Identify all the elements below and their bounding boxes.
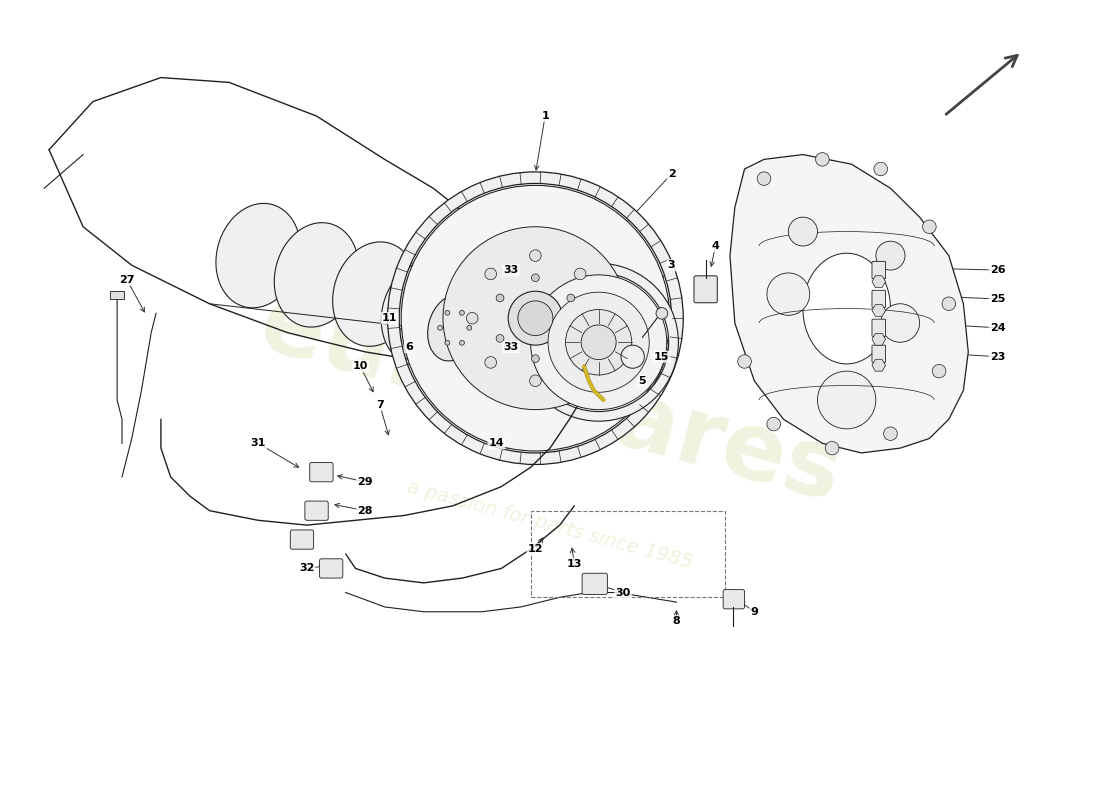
Text: 10: 10 (353, 362, 369, 371)
FancyBboxPatch shape (872, 262, 886, 278)
FancyBboxPatch shape (694, 276, 717, 302)
Circle shape (565, 310, 631, 375)
Text: 31: 31 (251, 438, 266, 448)
Text: 12: 12 (528, 544, 543, 554)
Circle shape (402, 186, 670, 451)
Polygon shape (872, 334, 886, 345)
Polygon shape (730, 154, 968, 453)
Circle shape (881, 304, 920, 342)
Circle shape (566, 334, 574, 342)
Polygon shape (872, 276, 886, 287)
Ellipse shape (428, 294, 477, 361)
FancyBboxPatch shape (872, 319, 886, 337)
Circle shape (466, 326, 472, 330)
FancyBboxPatch shape (319, 559, 343, 578)
Ellipse shape (803, 254, 891, 364)
Circle shape (485, 357, 496, 368)
Text: 33: 33 (504, 342, 519, 352)
Text: 30: 30 (615, 587, 630, 598)
Circle shape (531, 354, 539, 362)
Circle shape (876, 241, 905, 270)
Circle shape (767, 418, 781, 430)
Text: 32: 32 (299, 563, 315, 574)
Circle shape (466, 313, 478, 324)
Circle shape (438, 326, 442, 330)
Text: 8: 8 (672, 616, 680, 626)
Text: 13: 13 (566, 558, 582, 569)
Circle shape (883, 427, 898, 441)
Text: eurospares: eurospares (250, 278, 850, 522)
Circle shape (923, 220, 936, 234)
FancyBboxPatch shape (305, 501, 328, 520)
Circle shape (444, 310, 450, 315)
Circle shape (460, 310, 464, 315)
FancyBboxPatch shape (723, 590, 745, 609)
Bar (110, 291, 124, 299)
Circle shape (757, 172, 771, 186)
Text: 5: 5 (639, 376, 646, 386)
Circle shape (548, 292, 649, 392)
Text: 24: 24 (990, 323, 1005, 333)
Circle shape (531, 274, 539, 282)
Circle shape (518, 301, 553, 335)
Ellipse shape (382, 261, 465, 366)
Circle shape (815, 153, 829, 166)
Circle shape (942, 297, 956, 310)
Bar (530, 510, 725, 598)
Text: 1: 1 (541, 111, 549, 121)
Text: 14: 14 (488, 438, 504, 448)
Text: 27: 27 (119, 274, 134, 285)
Circle shape (529, 375, 541, 386)
Text: 11: 11 (382, 313, 397, 323)
Text: 2: 2 (668, 169, 675, 179)
Circle shape (508, 291, 562, 345)
FancyBboxPatch shape (290, 530, 314, 549)
Text: 23: 23 (990, 352, 1005, 362)
FancyBboxPatch shape (872, 290, 886, 307)
Text: 15: 15 (654, 352, 670, 362)
Text: 25: 25 (990, 294, 1005, 304)
Text: 29: 29 (358, 477, 373, 487)
Ellipse shape (216, 203, 300, 308)
Circle shape (566, 294, 574, 302)
Circle shape (529, 250, 541, 262)
Circle shape (789, 217, 817, 246)
Circle shape (574, 357, 586, 368)
Text: 7: 7 (376, 400, 384, 410)
Circle shape (656, 307, 668, 319)
Polygon shape (872, 359, 886, 371)
Circle shape (593, 313, 605, 324)
Circle shape (496, 294, 504, 302)
Circle shape (460, 341, 464, 346)
Text: 4: 4 (712, 241, 719, 251)
Ellipse shape (274, 222, 359, 327)
FancyBboxPatch shape (582, 574, 607, 594)
Circle shape (621, 345, 645, 368)
Circle shape (444, 341, 450, 346)
Circle shape (825, 442, 839, 455)
Text: 9: 9 (750, 606, 758, 617)
Circle shape (873, 162, 888, 176)
Circle shape (738, 354, 751, 368)
Polygon shape (872, 305, 886, 316)
FancyBboxPatch shape (872, 345, 886, 362)
Circle shape (574, 268, 586, 280)
Circle shape (443, 226, 628, 410)
Text: 6: 6 (405, 342, 412, 352)
Circle shape (933, 364, 946, 378)
Text: 26: 26 (990, 265, 1005, 275)
Text: 33: 33 (504, 265, 519, 275)
Text: a passion for parts since 1985: a passion for parts since 1985 (405, 478, 695, 573)
Ellipse shape (332, 242, 417, 346)
Circle shape (496, 334, 504, 342)
Text: 3: 3 (668, 260, 675, 270)
Circle shape (767, 273, 810, 315)
Text: 28: 28 (358, 506, 373, 516)
Circle shape (485, 268, 496, 280)
Circle shape (581, 325, 616, 359)
Circle shape (817, 371, 876, 429)
Circle shape (530, 275, 667, 410)
FancyBboxPatch shape (310, 462, 333, 482)
